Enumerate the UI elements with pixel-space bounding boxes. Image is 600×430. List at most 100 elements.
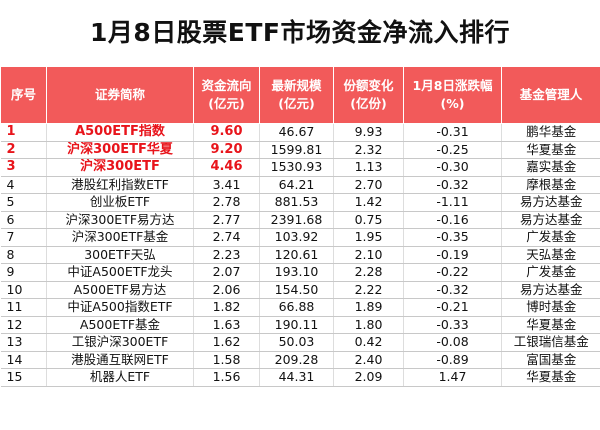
cell-name: 港股红利指数ETF [46, 176, 194, 194]
table-row: 2 沪深300ETF华夏 9.20 1599.81 2.32 -0.25 华夏基金 [0, 141, 600, 159]
table-row: 3 沪深300ETF 4.46 1530.93 1.13 -0.30 嘉实基金 [0, 158, 600, 177]
table-row: 8 300ETF天弘 2.23 120.61 2.10 -0.19 天弘基金 [0, 246, 600, 264]
cell-change: -0.08 [403, 333, 502, 352]
cell-flow: 4.46 [193, 158, 260, 177]
cell-share: 2.32 [333, 141, 404, 159]
cell-flow: 2.78 [193, 193, 260, 212]
cell-idx: 10 [0, 281, 47, 299]
cell-scale: 44.31 [259, 368, 334, 387]
cell-idx: 14 [0, 351, 47, 369]
cell-change: -0.22 [403, 263, 502, 282]
table-header-row: 序号 证券简称 资金流向 (亿元) 最新规模 (亿元) 份额变化 (亿份) 1月8日涨… [0, 66, 600, 124]
cell-change: -0.89 [403, 351, 502, 369]
col-header-index: 序号 [0, 66, 47, 124]
cell-share: 1.13 [333, 158, 404, 177]
cell-share: 0.75 [333, 211, 404, 229]
cell-name: 机器人ETF [46, 368, 194, 387]
cell-flow: 2.07 [193, 263, 260, 282]
cell-flow: 1.58 [193, 351, 260, 369]
cell-flow: 2.23 [193, 246, 260, 264]
cell-share: 1.42 [333, 193, 404, 212]
cell-manager: 华夏基金 [501, 368, 600, 387]
cell-scale: 120.61 [259, 246, 334, 264]
col-header-manager: 基金管理人 [501, 66, 600, 124]
cell-name: 工银沪深300ETF [46, 333, 194, 352]
table-row: 15 机器人ETF 1.56 44.31 2.09 1.47 华夏基金 [0, 368, 600, 387]
cell-manager: 易方达基金 [501, 193, 600, 212]
cell-change: -0.30 [403, 158, 502, 177]
cell-flow: 1.82 [193, 298, 260, 317]
cell-flow: 2.06 [193, 281, 260, 299]
cell-change: -1.11 [403, 193, 502, 212]
cell-flow: 2.77 [193, 211, 260, 229]
table-row: 10 A500ETF易方达 2.06 154.50 2.22 -0.32 易方达基金 [0, 281, 600, 299]
cell-scale: 2391.68 [259, 211, 334, 229]
cell-idx: 2 [0, 141, 47, 159]
cell-manager: 博时基金 [501, 298, 600, 317]
cell-name: 沪深300ETF [46, 158, 194, 177]
cell-scale: 1599.81 [259, 141, 334, 159]
cell-scale: 1530.93 [259, 158, 334, 177]
cell-share: 2.22 [333, 281, 404, 299]
table-row: 13 工银沪深300ETF 1.62 50.03 0.42 -0.08 工银瑞信基金 [0, 333, 600, 352]
cell-name: A500ETF易方达 [46, 281, 194, 299]
cell-idx: 11 [0, 298, 47, 317]
cell-share: 2.09 [333, 368, 404, 387]
cell-change: -0.16 [403, 211, 502, 229]
cell-manager: 工银瑞信基金 [501, 333, 600, 352]
cell-idx: 12 [0, 316, 47, 334]
cell-change: -0.21 [403, 298, 502, 317]
cell-change: -0.33 [403, 316, 502, 334]
cell-flow: 1.62 [193, 333, 260, 352]
cell-name: 中证A500ETF龙头 [46, 263, 194, 282]
cell-manager: 广发基金 [501, 228, 600, 247]
cell-name: 沪深300ETF易方达 [46, 211, 194, 229]
cell-scale: 193.10 [259, 263, 334, 282]
cell-name: 港股通互联网ETF [46, 351, 194, 369]
cell-scale: 881.53 [259, 193, 334, 212]
cell-scale: 103.92 [259, 228, 334, 247]
cell-flow: 1.63 [193, 316, 260, 334]
cell-change: -0.35 [403, 228, 502, 247]
cell-manager: 鹏华基金 [501, 123, 600, 142]
cell-scale: 190.11 [259, 316, 334, 334]
cell-idx: 3 [0, 158, 47, 177]
cell-share: 2.40 [333, 351, 404, 369]
table-row: 11 中证A500指数ETF 1.82 66.88 1.89 -0.21 博时基金 [0, 298, 600, 317]
cell-change: -0.32 [403, 176, 502, 194]
cell-scale: 46.67 [259, 123, 334, 142]
cell-name: A500ETF指数 [46, 123, 194, 142]
table-row: 5 创业板ETF 2.78 881.53 1.42 -1.11 易方达基金 [0, 193, 600, 212]
cell-manager: 华夏基金 [501, 316, 600, 334]
cell-share: 9.93 [333, 123, 404, 142]
cell-change: -0.31 [403, 123, 502, 142]
cell-scale: 50.03 [259, 333, 334, 352]
cell-share: 2.70 [333, 176, 404, 194]
cell-idx: 6 [0, 211, 47, 229]
cell-flow: 3.41 [193, 176, 260, 194]
table-body: 1 A500ETF指数 9.60 46.67 9.93 -0.31 鹏华基金 2 沪深300ET… [0, 123, 600, 387]
cell-idx: 9 [0, 263, 47, 282]
cell-idx: 1 [0, 123, 47, 142]
cell-flow: 1.56 [193, 368, 260, 387]
table-row: 4 港股红利指数ETF 3.41 64.21 2.70 -0.32 摩根基金 [0, 176, 600, 194]
cell-name: 沪深300ETF基金 [46, 228, 194, 247]
table-row: 14 港股通互联网ETF 1.58 209.28 2.40 -0.89 富国基金 [0, 351, 600, 369]
cell-flow: 9.60 [193, 123, 260, 142]
cell-change: -0.19 [403, 246, 502, 264]
cell-idx: 5 [0, 193, 47, 212]
cell-manager: 华夏基金 [501, 141, 600, 159]
cell-share: 1.89 [333, 298, 404, 317]
cell-scale: 154.50 [259, 281, 334, 299]
page-title: 1月8日股票ETF市场资金净流入排行 [90, 18, 510, 47]
col-header-change: 1月8日涨跌幅 (%) [403, 66, 502, 124]
etf-inflow-table: 序号 证券简称 资金流向 (亿元) 最新规模 (亿元) 份额变化 (亿份) 1月8日涨… [0, 66, 600, 387]
cell-idx: 7 [0, 228, 47, 247]
cell-flow: 2.74 [193, 228, 260, 247]
cell-name: 300ETF天弘 [46, 246, 194, 264]
cell-scale: 209.28 [259, 351, 334, 369]
cell-manager: 嘉实基金 [501, 158, 600, 177]
cell-manager: 易方达基金 [501, 281, 600, 299]
cell-change: 1.47 [403, 368, 502, 387]
cell-scale: 64.21 [259, 176, 334, 194]
